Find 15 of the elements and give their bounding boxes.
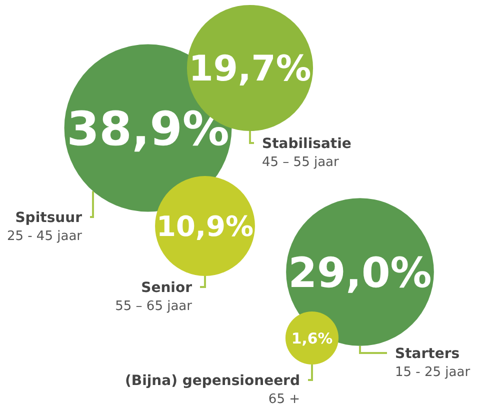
text: 65 + <box>268 392 300 405</box>
category-label: Spitsuur <box>15 210 82 226</box>
text: 15 - 25 jaar <box>395 365 471 380</box>
data-label: 1,6% <box>291 329 333 348</box>
category-label: Starters <box>395 346 460 362</box>
category-label: Stabilisatie <box>262 136 352 152</box>
category-label: (Bijna) gepensioneerd <box>125 373 300 389</box>
data-label: 19,7% <box>188 48 312 90</box>
category-label: Senior <box>141 280 192 296</box>
text: 55 – 65 jaar <box>115 299 193 314</box>
data-label: 10,9% <box>156 210 254 244</box>
text: 45 – 55 jaar <box>262 155 340 170</box>
text: 25 - 45 jaar <box>6 229 83 244</box>
data-label: 38,9% <box>66 102 230 157</box>
data-label: 29,0% <box>288 248 432 297</box>
